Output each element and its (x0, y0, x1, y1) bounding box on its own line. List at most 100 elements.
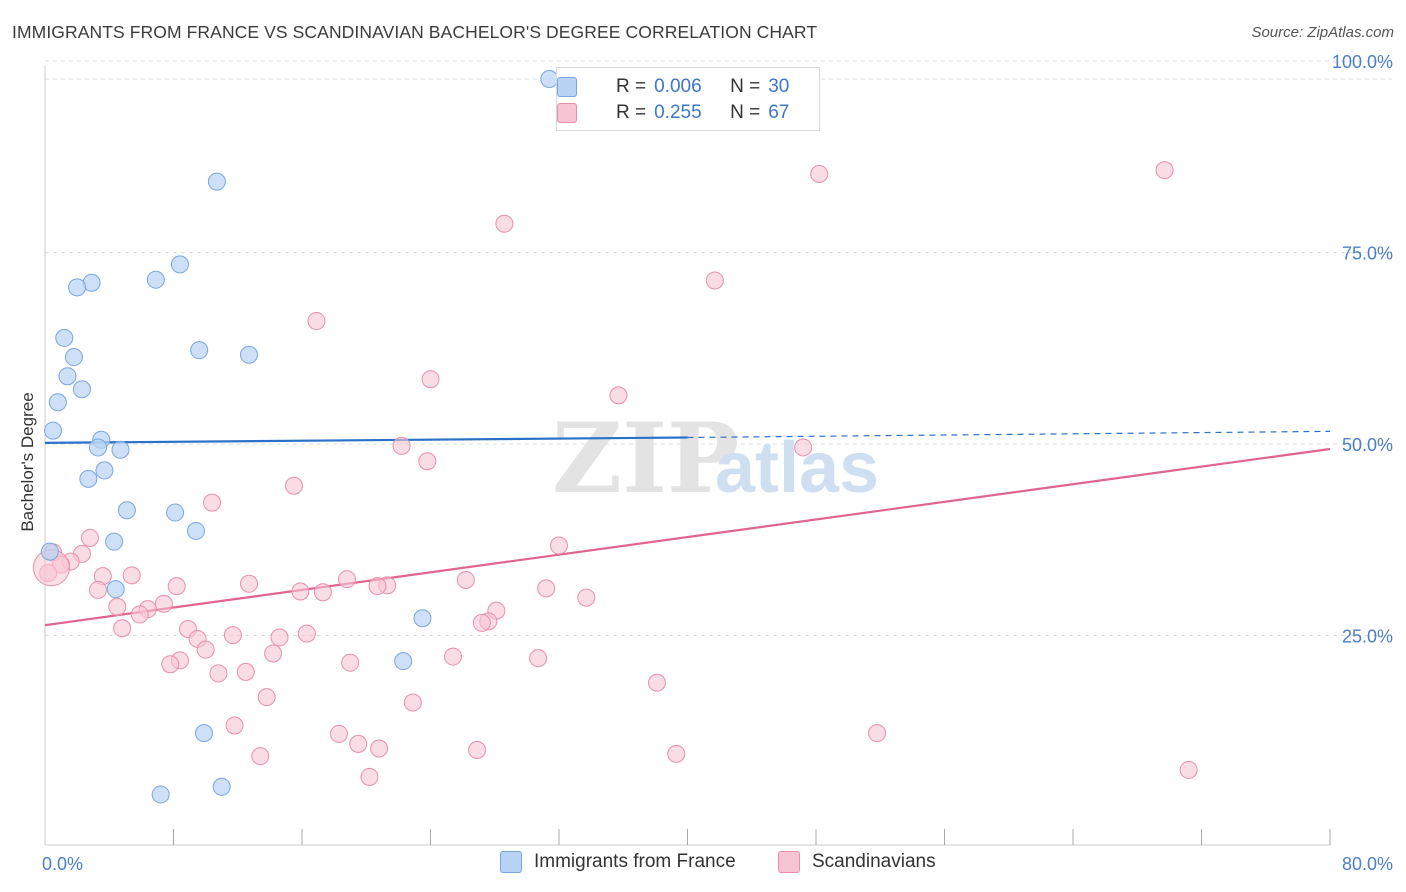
scandinavians-point (472, 613, 491, 632)
scandinavians-point (609, 386, 628, 405)
r-label: R = (616, 102, 647, 123)
scandinavians-point (223, 626, 242, 645)
scandinavians-point (225, 716, 244, 735)
scandinavians-point (284, 476, 303, 495)
france-trend-extension (687, 430, 1331, 439)
scandinavians-point (108, 597, 127, 616)
france-point (44, 421, 63, 440)
axes (44, 66, 1331, 846)
x-tick-label: 80.0% (1342, 854, 1393, 874)
correlation-legend: R = 0.006 N = 30 R = 0.255 N = 67 (556, 67, 820, 131)
r-label: R = (616, 76, 647, 97)
scandinavians-point (89, 580, 108, 599)
france-point (146, 270, 165, 289)
r-value: 0.006 (654, 76, 702, 97)
france-point (166, 503, 185, 522)
scandinavians-point (341, 653, 360, 672)
france-point (186, 521, 205, 540)
france-point (40, 542, 59, 561)
scandinavians-point (705, 271, 724, 290)
scandinavians-point (291, 582, 310, 601)
france-point (151, 785, 170, 804)
scandinavians-point (495, 214, 514, 233)
scandinavians-points (32, 161, 1198, 786)
trend-lines (44, 430, 1331, 627)
scandinavians-point (1155, 161, 1174, 180)
scandinavians-point (370, 739, 389, 758)
scandinavians-point (113, 619, 132, 638)
source-label: Source: ZipAtlas.com (1251, 24, 1394, 41)
scandinavians-point (209, 664, 228, 683)
scandinavians-point (307, 312, 326, 331)
scandinavians-point (456, 570, 475, 589)
scandinavians-point (468, 741, 487, 760)
france-point (106, 580, 125, 599)
france-point (64, 348, 83, 367)
france-point (72, 380, 91, 399)
scandinavians-point (529, 649, 548, 668)
scandinavians-point (130, 605, 149, 624)
france-point (394, 652, 413, 671)
n-value: 30 (768, 76, 790, 97)
scandinavians-point (203, 493, 222, 512)
legend-label-scandinavians: Scandinavians (812, 851, 936, 872)
n-label: N = (730, 102, 761, 123)
watermark-zip: ZIP (552, 402, 739, 515)
legend-row-scandinavians: R = 0.255 N = 67 (557, 101, 789, 125)
y-tick-label: 50.0% (1342, 435, 1393, 455)
france-point (89, 438, 108, 457)
legend-item-france[interactable]: Immigrants from France (500, 851, 736, 873)
scandinavians-point (550, 536, 568, 555)
france-point (195, 724, 214, 743)
france-point (170, 255, 189, 274)
france-legend-swatch (500, 851, 522, 873)
scandinavians-legend-swatch (778, 851, 800, 873)
scandinavians-point (329, 724, 348, 743)
r-value: 0.255 (654, 102, 702, 123)
watermark-atlas: atlas (715, 428, 879, 508)
scandinavians-point (368, 577, 387, 596)
france-point (413, 609, 432, 628)
scandinavians-point (251, 747, 270, 766)
y-tick-label: 75.0% (1342, 244, 1393, 264)
france-point (212, 777, 231, 796)
france-point (48, 393, 67, 412)
scandinavians-point (122, 566, 141, 585)
france-point (68, 278, 87, 297)
scandinavians-point (349, 734, 368, 753)
france-points (40, 70, 559, 804)
scandinavians-point (196, 640, 215, 659)
france-point (111, 440, 130, 459)
axis-labels: 25.0% 50.0% 75.0% 100.0% 0.0% 80.0% Bachelor's… (18, 52, 1393, 874)
scandinavians-point (297, 624, 316, 643)
france-point (55, 328, 74, 347)
france-point (239, 345, 258, 364)
scandinavians-point (161, 655, 180, 674)
scandinavians-point (403, 693, 422, 712)
france-point (79, 469, 98, 488)
x-tick-label: 0.0% (42, 854, 83, 874)
chart-title: IMMIGRANTS FROM FRANCE VS SCANDINAVIAN B… (12, 22, 818, 42)
scandinavians-trend-line (44, 447, 1331, 627)
y-tick-label: 100.0% (1332, 52, 1393, 72)
france-point (95, 461, 114, 480)
scandinavians-point (167, 577, 186, 596)
scandinavians-point (418, 452, 437, 471)
france-trend-line (44, 436, 688, 444)
scandinavians-point (313, 583, 332, 602)
scandinavians-point (794, 438, 813, 457)
france-point (207, 172, 226, 191)
scandinavians-point (443, 647, 462, 666)
scandinavians-point (421, 370, 440, 389)
scandinavians-point (537, 579, 556, 598)
scandinavians-point (154, 594, 173, 613)
legend-item-scandinavians[interactable]: Scandinavians (778, 851, 936, 873)
y-tick-label: 25.0% (1342, 627, 1393, 647)
france-point (105, 532, 124, 551)
scandinavians-point (360, 767, 379, 786)
scandinavians-point (337, 570, 356, 589)
y-axis-title: Bachelor's Degree (18, 392, 37, 531)
scandinavians-point (577, 588, 596, 607)
scandinavians-point (1179, 760, 1198, 779)
